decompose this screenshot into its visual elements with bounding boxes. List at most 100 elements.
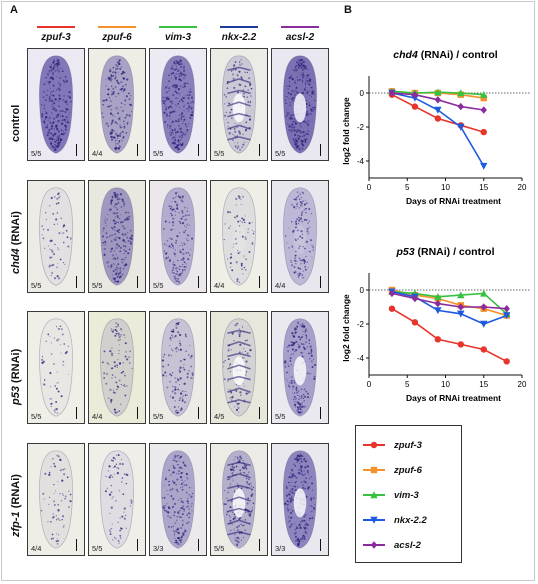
- stain-dot: [288, 493, 291, 496]
- stain-dot: [250, 95, 252, 97]
- stain-dot: [287, 88, 289, 90]
- stain-dot: [305, 133, 308, 136]
- planarian-drawing: [222, 318, 256, 417]
- stain-dot: [171, 206, 173, 208]
- stain-dot: [110, 75, 113, 78]
- stain-dot: [116, 388, 118, 390]
- stain-dot: [178, 106, 181, 109]
- stain-dot: [303, 333, 305, 335]
- stain-dot: [126, 114, 128, 116]
- stain-dot: [45, 115, 48, 119]
- stain-dot: [229, 483, 232, 485]
- stain-dot: [110, 199, 114, 202]
- stain-dot: [108, 208, 111, 211]
- stain-dot: [48, 97, 51, 100]
- stain-dot: [171, 85, 174, 88]
- stain-dot: [106, 373, 108, 375]
- gene-header-nkx-2.2: nkx-2.2: [210, 26, 268, 43]
- stain-dot: [293, 522, 295, 524]
- stain-dot: [288, 519, 291, 522]
- stain-dot: [298, 148, 300, 150]
- stain-dot: [48, 71, 51, 73]
- stain-dot: [189, 344, 191, 346]
- stain-dot: [301, 323, 304, 326]
- gut-branch: [227, 101, 251, 107]
- stain-dot: [184, 394, 187, 396]
- stain-dot: [53, 60, 55, 63]
- stain-dot: [179, 342, 181, 345]
- stain-dot: [298, 78, 301, 81]
- stain-dot: [236, 74, 239, 77]
- stain-dot: [187, 131, 189, 133]
- stain-dot: [189, 512, 191, 515]
- legend-swatch: [363, 541, 385, 549]
- stain-dot: [305, 79, 308, 82]
- stain-dot: [123, 202, 126, 204]
- stain-dot: [123, 252, 125, 254]
- stain-dot: [189, 254, 191, 256]
- stain-dot: [176, 515, 179, 518]
- stain-dot: [182, 398, 184, 401]
- stain-dot: [173, 74, 176, 77]
- stain-dot: [234, 456, 237, 458]
- stain-dot: [57, 503, 60, 506]
- stain-dot: [305, 390, 308, 393]
- stain-dot: [294, 485, 297, 488]
- stain-dot: [297, 135, 299, 137]
- stain-dot: [68, 96, 72, 99]
- stain-dot: [111, 132, 113, 135]
- stain-dot: [112, 456, 115, 459]
- stain-dot: [164, 504, 166, 507]
- stain-dot: [236, 147, 239, 149]
- stain-dot: [244, 236, 247, 239]
- stain-dot: [175, 104, 177, 106]
- stain-dot: [169, 127, 171, 129]
- stain-dot: [189, 356, 191, 358]
- stain-dot: [237, 145, 240, 147]
- stain-dot: [58, 97, 61, 100]
- stain-dot: [247, 478, 250, 481]
- stain-dot: [293, 129, 296, 132]
- stain-dot: [175, 68, 177, 71]
- stain-dot: [50, 94, 53, 96]
- stain-dot: [53, 64, 56, 67]
- stain-dot: [305, 114, 308, 116]
- stain-dot: [130, 238, 133, 241]
- stain-dot: [298, 398, 300, 401]
- stain-dot: [114, 376, 117, 379]
- stain-dot: [290, 364, 292, 366]
- stain-dot: [174, 347, 177, 350]
- planarian-body: [100, 187, 134, 286]
- stain-dot: [50, 402, 53, 405]
- stain-dot: [66, 103, 69, 106]
- stain-dot: [177, 409, 179, 411]
- stain-dot: [288, 76, 291, 79]
- stain-dot: [126, 218, 129, 221]
- legend-swatch: [363, 466, 385, 474]
- stain-dot: [234, 230, 237, 232]
- sample-count: 5/5: [153, 149, 164, 158]
- stain-dot: [114, 391, 116, 394]
- stain-dot: [48, 503, 50, 506]
- stain-dot: [56, 75, 58, 77]
- stain-dot: [233, 128, 236, 130]
- stain-dot: [122, 370, 125, 373]
- stain-dot: [310, 348, 313, 350]
- stain-dot: [223, 238, 225, 241]
- stain-dot: [119, 193, 122, 196]
- stain-dot: [174, 334, 177, 338]
- stain-dot: [171, 129, 174, 132]
- stain-dot: [243, 385, 245, 387]
- stain-dot: [181, 489, 184, 491]
- stain-dot: [62, 469, 64, 471]
- stain-dot: [303, 388, 306, 391]
- stain-dot: [186, 522, 189, 525]
- stain-dot: [121, 477, 124, 479]
- stain-dot: [303, 68, 305, 70]
- stain-dot: [112, 269, 115, 273]
- scale-bar: [75, 144, 77, 156]
- stain-dot: [172, 505, 175, 508]
- in-situ-image-tile: 4/4: [88, 48, 146, 161]
- stain-dot: [51, 105, 54, 108]
- stain-dot: [118, 231, 120, 234]
